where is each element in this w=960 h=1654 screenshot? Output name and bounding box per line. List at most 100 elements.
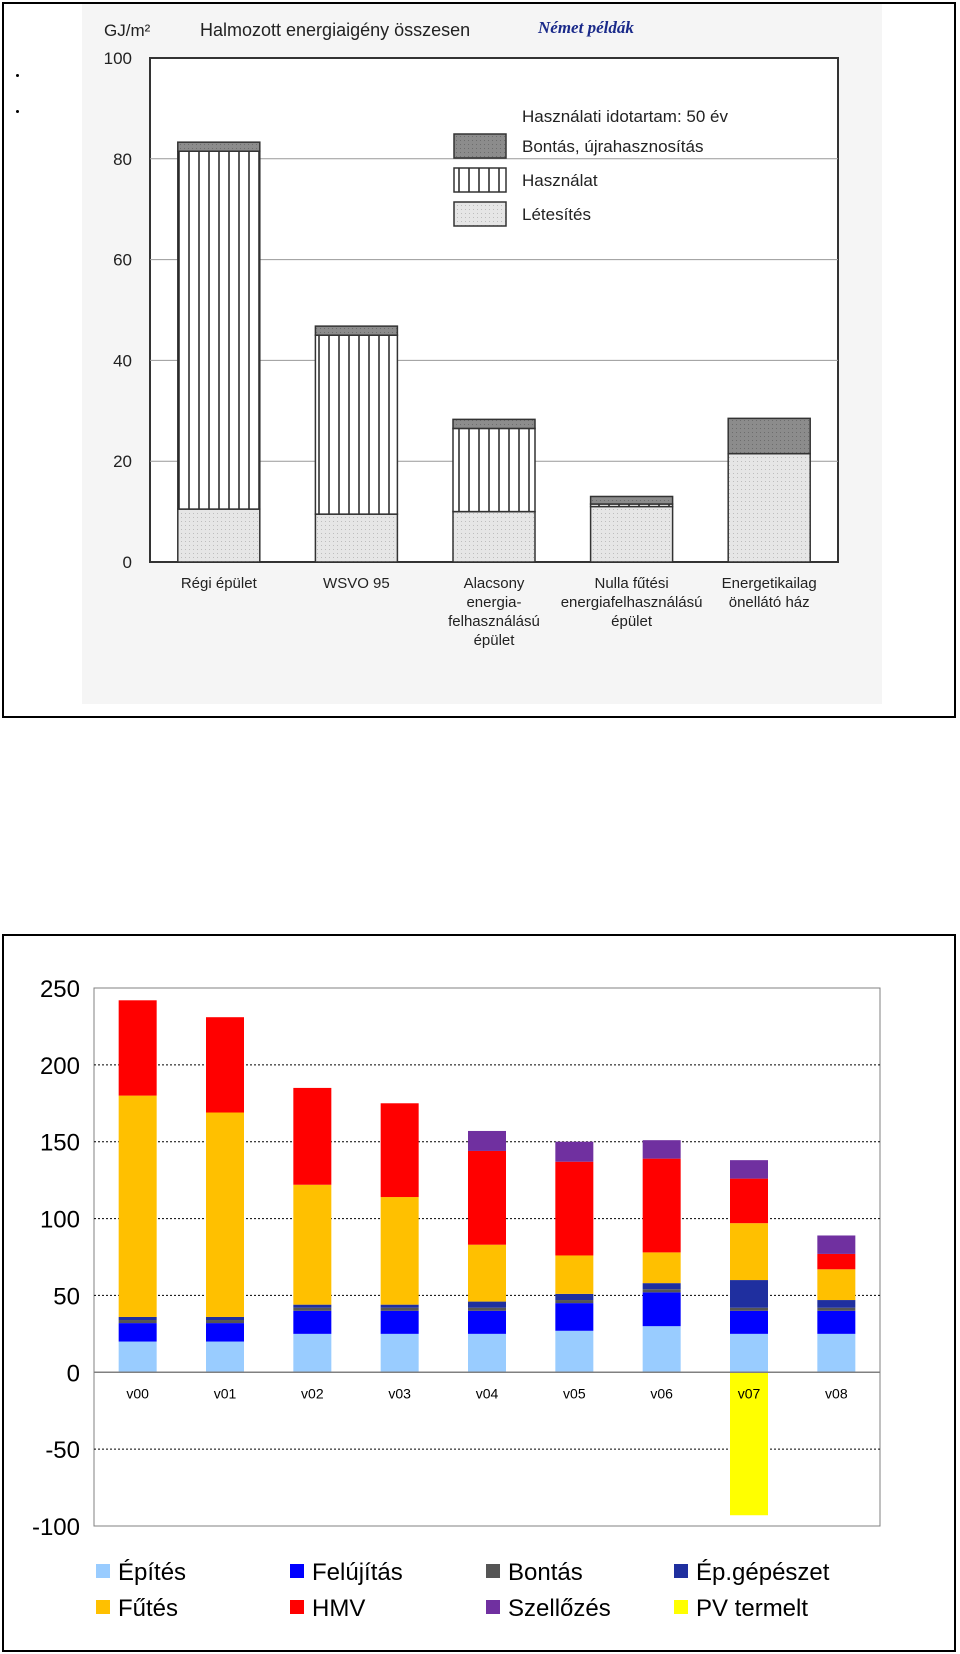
x-tick-label: Alacsony — [464, 575, 525, 592]
bottom-chart: -100 -50 0 50 100 150 200 250 v00 v01 v02 v03 v04 v05… — [32, 976, 881, 1622]
x-tick-label: energiafelhasználású — [561, 594, 703, 611]
bar-epites-v02 — [293, 1333, 332, 1373]
x-tick-label: önellátó ház — [729, 594, 810, 611]
y-tick-label: 150 — [40, 1130, 80, 1157]
bar-bontas-v00 — [118, 1320, 157, 1324]
legend-label-bontas-ujrahasznositas: Bontás, újrahasznosítás — [522, 137, 703, 156]
bar-pv-termelt-v07 — [730, 1372, 768, 1516]
bottom-plot-area: -100 -50 0 50 100 150 200 250 v00 v01 v02 v03 v04 v05… — [32, 976, 881, 1541]
legend-label-hmv: HMV — [312, 1595, 365, 1622]
x-tick-label: felhasználású — [448, 613, 540, 630]
bar-letesites-2 — [314, 513, 399, 563]
y-tick-label: 80 — [113, 150, 132, 169]
legend-swatch-szellozes — [486, 1600, 500, 1614]
bar-bontas-ujrahasznositas-2 — [314, 325, 399, 336]
bottom-legend: Építés Felújítás Bontás Ép.gépészet Fűtés HMV… — [96, 1559, 830, 1622]
bar-bontas-v04 — [468, 1307, 506, 1311]
bar-hmv-v07 — [730, 1178, 768, 1224]
y-tick-label: 20 — [113, 452, 132, 471]
y-tick-label: 40 — [113, 351, 132, 370]
bar-felujitas-v05 — [555, 1303, 594, 1331]
y-tick-label: 60 — [113, 251, 132, 270]
y-tick-label: 100 — [104, 49, 132, 68]
bar-futes-v00 — [118, 1095, 157, 1317]
bar-szellozes-v04 — [468, 1130, 506, 1151]
bar-bontas-v02 — [293, 1307, 332, 1311]
bar-futes-v02 — [293, 1184, 332, 1305]
legend-swatch-felujitas — [290, 1564, 304, 1578]
top-legend: Használati idotartam: 50 év Bontás, újrah… — [453, 107, 728, 227]
bar-bontas-ujrahasznositas-3 — [452, 418, 536, 430]
x-tick-label: energia- — [466, 594, 521, 611]
bar-futes-v07 — [730, 1223, 768, 1281]
bar-bontas-v06 — [642, 1289, 681, 1293]
y-tick-label: 0 — [123, 553, 132, 572]
chart-subtitle: Német példák — [537, 18, 634, 37]
bar-epites-v06 — [642, 1326, 681, 1373]
bar-szellozes-v08 — [817, 1235, 856, 1254]
x-tick-label: Energetikailag — [722, 575, 817, 592]
bar-ep-gepeszet-v03 — [380, 1304, 419, 1308]
legend-swatch-futes — [96, 1600, 110, 1614]
bar-ep-gepeszet-v05 — [555, 1293, 594, 1301]
legend-label-letesites: Létesítés — [522, 205, 591, 224]
bar-epites-v07 — [730, 1333, 768, 1373]
bullet-dot — [16, 110, 19, 113]
x-tick-label: épület — [474, 632, 516, 649]
bar-hasznalat-2 — [314, 334, 399, 515]
bar-bontas-ujrahasznositas-1 — [177, 141, 261, 152]
bar-bontas-v01 — [206, 1320, 244, 1324]
legend-swatch-hasznalat — [453, 167, 507, 193]
legend-label-hasznalat: Használat — [522, 171, 598, 190]
bar-letesites-5 — [727, 452, 811, 563]
bar-bontas-v08 — [817, 1307, 856, 1311]
bar-hasznalat-3 — [452, 427, 536, 513]
y-tick-label: 50 — [53, 1283, 80, 1310]
legend-swatch-pv-termelt — [674, 1600, 688, 1614]
bar-ep-gepeszet-v00 — [118, 1316, 157, 1321]
bar-hmv-v00 — [118, 1000, 157, 1096]
legend-label-futes: Fűtés — [118, 1595, 178, 1622]
y-tick-label: -100 — [32, 1514, 80, 1541]
x-tick-label: Nulla fűtési — [594, 575, 668, 592]
legend-label-felujitas: Felújítás — [312, 1559, 403, 1586]
legend-swatch-letesites — [453, 201, 507, 227]
legend-label-bontas: Bontás — [508, 1559, 583, 1586]
bar-epites-v00 — [118, 1341, 157, 1373]
bar-hmv-v06 — [642, 1158, 681, 1253]
y-axis-unit: GJ/m² — [104, 21, 151, 40]
x-tick-label: v06 — [650, 1385, 673, 1401]
legend-swatch-epites — [96, 1564, 110, 1578]
x-tick-label: v07 — [738, 1385, 761, 1401]
chart-title: Halmozott energiaigény összesen — [200, 20, 470, 40]
bar-felujitas-v04 — [468, 1310, 506, 1334]
bar-szellozes-v07 — [730, 1160, 768, 1179]
legend-swatch-hmv — [290, 1600, 304, 1614]
bar-felujitas-v06 — [642, 1292, 681, 1327]
bar-futes-v08 — [817, 1269, 856, 1301]
bar-futes-v06 — [642, 1252, 681, 1284]
legend-swatch-ep-gepeszet — [674, 1564, 688, 1578]
bar-epites-v08 — [817, 1333, 856, 1373]
bar-hmv-v03 — [380, 1103, 419, 1198]
bar-hmv-v04 — [468, 1150, 506, 1245]
legend-title: Használati idotartam: 50 év — [522, 107, 728, 126]
top-plot-area: 0 20 40 60 80 100 Régi épület WSVO 95 Alacsony en… — [104, 49, 839, 649]
bar-szellozes-v06 — [642, 1140, 681, 1159]
bar-felujitas-v08 — [817, 1310, 856, 1334]
bar-bontas-v03 — [380, 1307, 419, 1311]
y-tick-label: 250 — [40, 976, 80, 1003]
top-chart-panel: GJ/m² Halmozott energiaigény összesen Né… — [2, 2, 956, 718]
bar-letesites-3 — [452, 510, 536, 563]
bar-felujitas-v02 — [293, 1310, 332, 1334]
bar-szellozes-v05 — [555, 1141, 594, 1162]
x-tick-label: Régi épület — [181, 575, 258, 592]
x-tick-label: v03 — [388, 1385, 411, 1401]
bar-futes-v05 — [555, 1255, 594, 1294]
bar-felujitas-v03 — [380, 1310, 419, 1334]
bar-epites-v05 — [555, 1330, 594, 1373]
legend-swatch-bontas — [486, 1564, 500, 1578]
bar-letesites-4 — [589, 505, 674, 563]
bar-hmv-v08 — [817, 1253, 856, 1270]
y-tick-label: 100 — [40, 1207, 80, 1234]
